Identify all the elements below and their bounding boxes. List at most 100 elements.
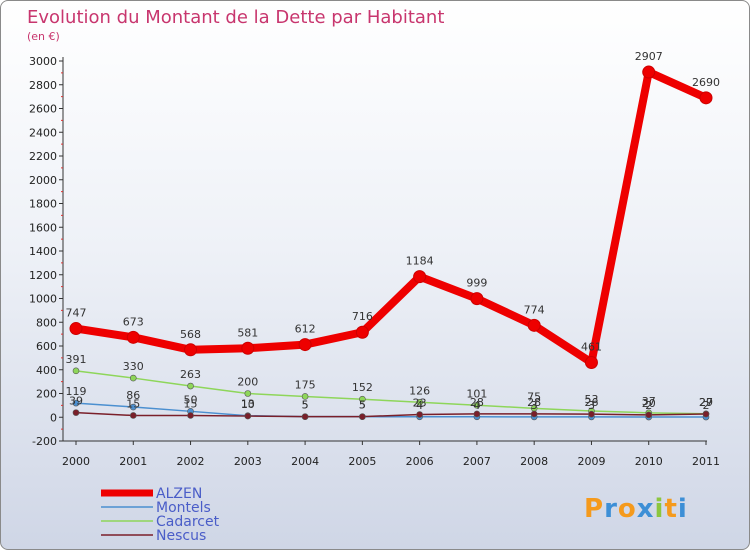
data-point-alzen (527, 318, 541, 332)
data-point-alzen (241, 341, 255, 355)
data-label-alzen: 2690 (692, 76, 720, 89)
x-tick-label: 2011 (692, 455, 720, 468)
y-tick-label: -200 (32, 435, 57, 448)
data-label-montels: 86 (126, 389, 140, 402)
x-tick-label: 2008 (520, 455, 548, 468)
data-point-cadarcet (301, 393, 309, 400)
data-point-cadarcet (129, 374, 137, 382)
data-label-nescus: 10 (241, 398, 255, 411)
x-tick-label: 2010 (635, 455, 663, 468)
y-tick-label: 600 (36, 340, 57, 353)
data-label-alzen: 747 (66, 307, 87, 320)
logo-letter: P (584, 494, 604, 524)
y-tick-label: 1800 (29, 198, 57, 211)
data-label-montels: 5 (302, 399, 309, 412)
data-point-nescus (359, 413, 366, 420)
data-label-montels: 4 (416, 399, 423, 412)
data-point-nescus (588, 410, 595, 418)
data-point-alzen (126, 330, 140, 344)
y-tick-label: 1600 (29, 221, 57, 234)
y-tick-label: 0 (50, 411, 57, 424)
logo-letter: i (655, 494, 665, 524)
chart-title: Evolution du Montant de la Dette par Hab… (27, 7, 444, 28)
legend-label-nescus: Nescus (156, 528, 206, 544)
data-label-montels: 3 (588, 399, 595, 412)
data-label-cadarcet: 330 (123, 360, 144, 373)
data-point-nescus (129, 412, 137, 419)
y-tick-label: 2000 (29, 174, 57, 187)
data-point-alzen (584, 356, 598, 370)
data-label-cadarcet: 263 (180, 368, 201, 381)
data-label-cadarcet: 37 (642, 395, 656, 408)
data-point-alzen (355, 325, 369, 339)
data-point-nescus (187, 412, 194, 419)
legend-label-alzen: ALZEN (156, 486, 202, 502)
data-point-alzen (642, 65, 656, 79)
data-label-montels: 3 (531, 399, 538, 412)
data-label-montels: 13 (241, 398, 255, 411)
data-label-nescus: 5 (302, 399, 309, 412)
data-label-nescus: 28 (470, 396, 484, 409)
data-point-alzen (413, 270, 427, 284)
y-tick-label: 2800 (29, 79, 57, 92)
y-ticks: -200 0 200 400 600 800 1000 1200 1400 1600 1800 200… (29, 55, 63, 448)
y-tick-label: 1400 (29, 245, 57, 258)
data-label-cadarcet: 101 (466, 387, 487, 400)
x-tick-label: 2000 (62, 455, 90, 468)
data-label-nescus: 28 (527, 396, 541, 409)
data-point-nescus (645, 411, 653, 419)
data-label-montels: 2 (703, 399, 710, 412)
y-tick-label: 2400 (29, 126, 57, 139)
data-point-cadarcet (187, 382, 194, 390)
data-label-montels: 50 (184, 393, 198, 406)
y-tick-label: 400 (36, 364, 57, 377)
data-point-nescus (244, 412, 252, 420)
logo-letter: r (604, 494, 618, 524)
y-tick-label: 200 (36, 388, 57, 401)
data-label-alzen: 774 (524, 303, 545, 316)
data-label-alzen: 2907 (635, 50, 663, 63)
y-tick-label: 1200 (29, 269, 57, 282)
data-point-cadarcet (72, 367, 80, 375)
data-label-alzen: 673 (123, 315, 144, 328)
legend-label-montels: Montels (156, 500, 211, 516)
x-tick-label: 2003 (234, 455, 262, 468)
data-point-alzen (298, 338, 312, 352)
data-point-cadarcet (359, 395, 366, 403)
data-label-cadarcet: 200 (237, 376, 258, 389)
data-label-cadarcet: 152 (352, 381, 373, 394)
y-tick-label: 3000 (29, 55, 57, 68)
data-label-cadarcet: 175 (295, 378, 316, 391)
data-label-montels: 5 (359, 399, 366, 412)
data-label-montels: 119 (66, 385, 87, 398)
y-tick-label: 2200 (29, 150, 57, 163)
data-label-nescus: 26 (584, 396, 598, 409)
data-point-nescus (530, 410, 538, 418)
series-line-alzen (75, 68, 708, 367)
data-label-cadarcet: 75 (527, 390, 541, 403)
x-tick-label: 2007 (463, 455, 491, 468)
series-line-montels (75, 402, 706, 418)
x-tick-label: 2009 (577, 455, 605, 468)
data-label-cadarcet: 391 (66, 353, 87, 366)
data-point-montels (129, 403, 137, 411)
data-label-nescus: 20 (642, 397, 656, 410)
data-point-nescus (301, 413, 309, 420)
y-tick-label: 1000 (29, 293, 57, 306)
data-label-nescus: 15 (126, 397, 140, 410)
series-line-cadarcet (75, 370, 707, 415)
data-point-nescus (702, 410, 710, 418)
logo-letter: i (678, 494, 688, 524)
data-point-nescus (72, 409, 80, 416)
data-point-nescus (416, 411, 423, 418)
data-label-nescus: 15 (184, 397, 198, 410)
data-label-nescus: 39 (69, 395, 83, 408)
x-tick-label: 2005 (348, 455, 376, 468)
data-point-cadarcet (416, 398, 423, 406)
data-point-alzen (184, 343, 198, 357)
y-axis-unit-label: (en €) (27, 30, 60, 43)
data-label-alzen: 999 (466, 277, 487, 290)
